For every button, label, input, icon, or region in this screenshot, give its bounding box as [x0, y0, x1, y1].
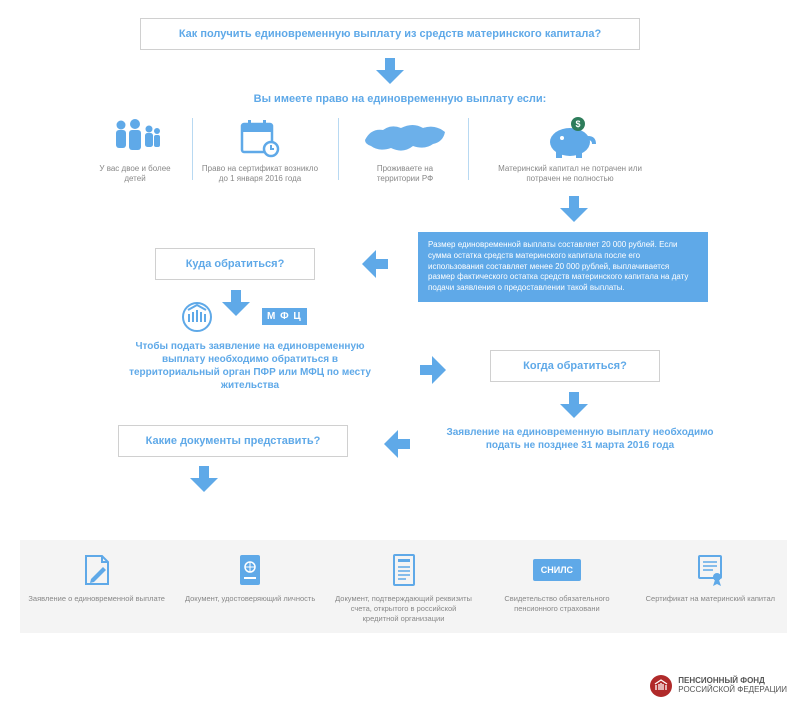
arrow-6 — [560, 392, 588, 418]
where-text: Чтобы подать заявление на единовременную… — [120, 340, 380, 392]
doc-label-3: Свидетельство обязательного пенсионного … — [486, 594, 627, 614]
documents-strip: Заявление о единовременной выплате Докум… — [20, 540, 787, 633]
application-icon — [26, 552, 167, 588]
pfr-emblem-icon — [180, 300, 214, 339]
when-title: Когда обратиться? — [523, 359, 627, 373]
piggybank-icon: $ — [540, 116, 600, 165]
doc-item-2: Документ, подтверждающий реквизиты счета… — [327, 540, 480, 633]
map-russia-icon — [360, 120, 450, 163]
doc-item-1: Документ, удостоверяющий личность — [173, 540, 326, 633]
where-title: Куда обратиться? — [186, 257, 285, 271]
arrow-2 — [560, 196, 588, 222]
when-text: Заявление на единовременную выплату необ… — [440, 426, 720, 452]
vbar-2 — [338, 118, 339, 180]
bank-doc-icon — [333, 552, 474, 588]
footer-line2: РОССИЙСКОЙ ФЕДЕРАЦИИ — [678, 686, 787, 695]
snils-icon: СНИЛС — [486, 552, 627, 588]
arrow-3 — [362, 250, 388, 278]
certificate-icon — [640, 552, 781, 588]
cond-label-3: Материнский капитал не потрачен или потр… — [490, 164, 650, 184]
info-box: Размер единовременной выплаты составляет… — [418, 232, 708, 302]
doc-label-2: Документ, подтверждающий реквизиты счета… — [333, 594, 474, 623]
docs-box: Какие документы представить? — [118, 425, 348, 457]
arrow-7 — [384, 430, 410, 458]
doc-label-0: Заявление о единовременной выплате — [26, 594, 167, 604]
doc-label-1: Документ, удостоверяющий личность — [179, 594, 320, 604]
calendar-icon — [235, 118, 285, 163]
doc-label-4: Сертификат на материнский капитал — [640, 594, 781, 604]
snils-badge: СНИЛС — [533, 559, 581, 581]
vbar-1 — [192, 118, 193, 180]
when-box: Когда обратиться? — [490, 350, 660, 382]
title-box: Как получить единовременную выплату из с… — [140, 18, 640, 50]
pfr-logo-icon — [650, 675, 672, 697]
cond-label-0: У вас двое и более детей — [95, 164, 175, 184]
eligibility-header: Вы имеете право на единовременную выплат… — [240, 92, 560, 106]
docs-title: Какие документы представить? — [146, 434, 321, 448]
where-box: Куда обратиться? — [155, 248, 315, 280]
footer-text: ПЕНСИОННЫЙ ФОНД РОССИЙСКОЙ ФЕДЕРАЦИИ — [678, 677, 787, 695]
family-icon — [105, 118, 165, 163]
cond-label-2: Проживаете на территории РФ — [365, 164, 445, 184]
doc-item-4: Сертификат на материнский капитал — [634, 540, 787, 633]
svg-text:$: $ — [575, 119, 580, 129]
title-text: Как получить единовременную выплату из с… — [179, 27, 601, 41]
arrow-4 — [222, 290, 250, 316]
vbar-3 — [468, 118, 469, 180]
arrow-8 — [190, 466, 218, 492]
arrow-1 — [376, 58, 404, 84]
arrow-5 — [420, 356, 446, 384]
cond-label-1: Право на сертификат возникло до 1 января… — [200, 164, 320, 184]
info-text: Размер единовременной выплаты составляет… — [428, 240, 688, 292]
mfc-badge: М Ф Ц — [262, 308, 307, 325]
passport-icon — [179, 552, 320, 588]
footer: ПЕНСИОННЫЙ ФОНД РОССИЙСКОЙ ФЕДЕРАЦИИ — [650, 675, 787, 697]
doc-item-3: СНИЛС Свидетельство обязательного пенсио… — [480, 540, 633, 633]
doc-item-0: Заявление о единовременной выплате — [20, 540, 173, 633]
